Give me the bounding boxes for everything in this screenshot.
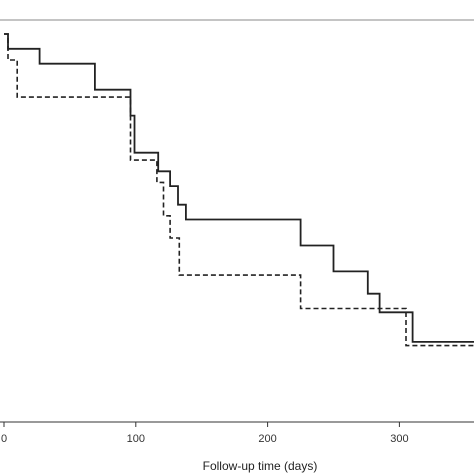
x-tick-label: 100 — [127, 433, 145, 445]
x-axis: 0 100 200 300 — [0, 421, 474, 445]
x-tick-label: 200 — [258, 433, 276, 445]
x-tick-label: 300 — [390, 433, 408, 445]
series-line-dashed — [4, 33, 474, 347]
x-tick-label: 0 — [1, 433, 7, 445]
x-axis-title: Follow-up time (days) — [203, 459, 318, 473]
series-line-solid — [4, 33, 474, 343]
series-layer — [4, 33, 474, 347]
